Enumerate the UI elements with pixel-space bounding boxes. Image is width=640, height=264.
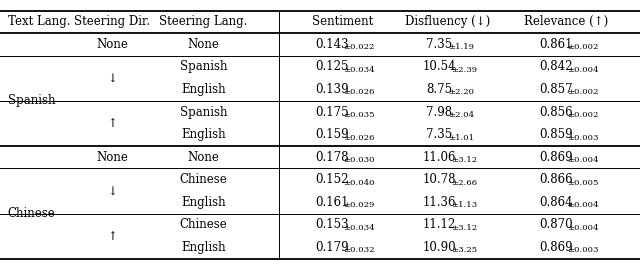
Text: ±0.005: ±0.005 — [568, 179, 599, 187]
Text: ↓: ↓ — [107, 72, 117, 85]
Text: 10.54: 10.54 — [422, 60, 456, 73]
Text: 8.75: 8.75 — [426, 83, 452, 96]
Text: 0.161: 0.161 — [316, 196, 349, 209]
Text: 11.12: 11.12 — [423, 218, 456, 231]
Text: Chinese: Chinese — [180, 173, 227, 186]
Text: 7.35: 7.35 — [426, 128, 452, 141]
Text: 11.06: 11.06 — [422, 151, 456, 164]
Text: None: None — [96, 38, 128, 51]
Text: ↓: ↓ — [107, 185, 117, 197]
Text: 0.178: 0.178 — [316, 151, 349, 164]
Text: ±0.034: ±0.034 — [344, 224, 375, 232]
Text: English: English — [181, 128, 226, 141]
Text: 0.866: 0.866 — [540, 173, 573, 186]
Text: ±1.01: ±1.01 — [449, 134, 475, 142]
Text: None: None — [188, 151, 220, 164]
Text: ±0.030: ±0.030 — [344, 156, 375, 164]
Text: Chinese: Chinese — [8, 207, 56, 220]
Text: Relevance (↑): Relevance (↑) — [524, 15, 609, 28]
Text: 0.857: 0.857 — [540, 83, 573, 96]
Text: ±2.66: ±2.66 — [451, 179, 477, 187]
Text: 0.869: 0.869 — [540, 241, 573, 254]
Text: 0.153: 0.153 — [316, 218, 349, 231]
Text: 7.35: 7.35 — [426, 38, 452, 51]
Text: Spanish: Spanish — [180, 60, 227, 73]
Text: ±1.13: ±1.13 — [451, 201, 477, 209]
Text: ↑: ↑ — [107, 230, 117, 243]
Text: Spanish: Spanish — [180, 106, 227, 119]
Text: ±0.040: ±0.040 — [344, 179, 375, 187]
Text: ±3.25: ±3.25 — [451, 246, 477, 254]
Text: ±0.026: ±0.026 — [344, 134, 375, 142]
Text: ±2.39: ±2.39 — [451, 66, 477, 74]
Text: ±0.002: ±0.002 — [568, 43, 599, 51]
Text: ±0.003: ±0.003 — [568, 246, 599, 254]
Text: ±0.022: ±0.022 — [344, 43, 375, 51]
Text: ±0.002: ±0.002 — [568, 88, 599, 96]
Text: English: English — [181, 196, 226, 209]
Text: ±0.029: ±0.029 — [344, 201, 375, 209]
Text: 11.36: 11.36 — [422, 196, 456, 209]
Text: Steering Lang.: Steering Lang. — [159, 15, 248, 28]
Text: 0.870: 0.870 — [540, 218, 573, 231]
Text: 0.139: 0.139 — [316, 83, 349, 96]
Text: None: None — [188, 38, 220, 51]
Text: 0.175: 0.175 — [316, 106, 349, 119]
Text: 0.859: 0.859 — [540, 128, 573, 141]
Text: ↑: ↑ — [107, 117, 117, 130]
Text: ±0.004: ±0.004 — [568, 201, 599, 209]
Text: ±0.032: ±0.032 — [344, 246, 375, 254]
Text: ±0.035: ±0.035 — [344, 111, 375, 119]
Text: ±0.002: ±0.002 — [568, 111, 599, 119]
Text: ±2.20: ±2.20 — [449, 88, 475, 96]
Text: Spanish: Spanish — [8, 94, 55, 107]
Text: English: English — [181, 241, 226, 254]
Text: 0.179: 0.179 — [316, 241, 349, 254]
Text: Chinese: Chinese — [180, 218, 227, 231]
Text: 0.869: 0.869 — [540, 151, 573, 164]
Text: 10.90: 10.90 — [422, 241, 456, 254]
Text: Sentiment: Sentiment — [312, 15, 373, 28]
Text: ±0.004: ±0.004 — [568, 156, 599, 164]
Text: ±0.004: ±0.004 — [568, 66, 599, 74]
Text: 0.159: 0.159 — [316, 128, 349, 141]
Text: 0.861: 0.861 — [540, 38, 573, 51]
Text: ±0.004: ±0.004 — [568, 224, 599, 232]
Text: 0.143: 0.143 — [316, 38, 349, 51]
Text: None: None — [96, 151, 128, 164]
Text: ±2.04: ±2.04 — [449, 111, 475, 119]
Text: 0.125: 0.125 — [316, 60, 349, 73]
Text: ±1.19: ±1.19 — [449, 43, 475, 51]
Text: ±3.12: ±3.12 — [451, 224, 477, 232]
Text: 7.98: 7.98 — [426, 106, 452, 119]
Text: English: English — [181, 83, 226, 96]
Text: ±0.003: ±0.003 — [568, 134, 599, 142]
Text: Text Lang.: Text Lang. — [8, 15, 70, 28]
Text: ±3.12: ±3.12 — [451, 156, 477, 164]
Text: 0.864: 0.864 — [540, 196, 573, 209]
Text: Steering Dir.: Steering Dir. — [74, 15, 150, 28]
Text: 0.842: 0.842 — [540, 60, 573, 73]
Text: ±0.034: ±0.034 — [344, 66, 375, 74]
Text: Disfluency (↓): Disfluency (↓) — [405, 15, 491, 28]
Text: 10.78: 10.78 — [422, 173, 456, 186]
Text: 0.152: 0.152 — [316, 173, 349, 186]
Text: ±0.026: ±0.026 — [344, 88, 375, 96]
Text: 0.856: 0.856 — [540, 106, 573, 119]
